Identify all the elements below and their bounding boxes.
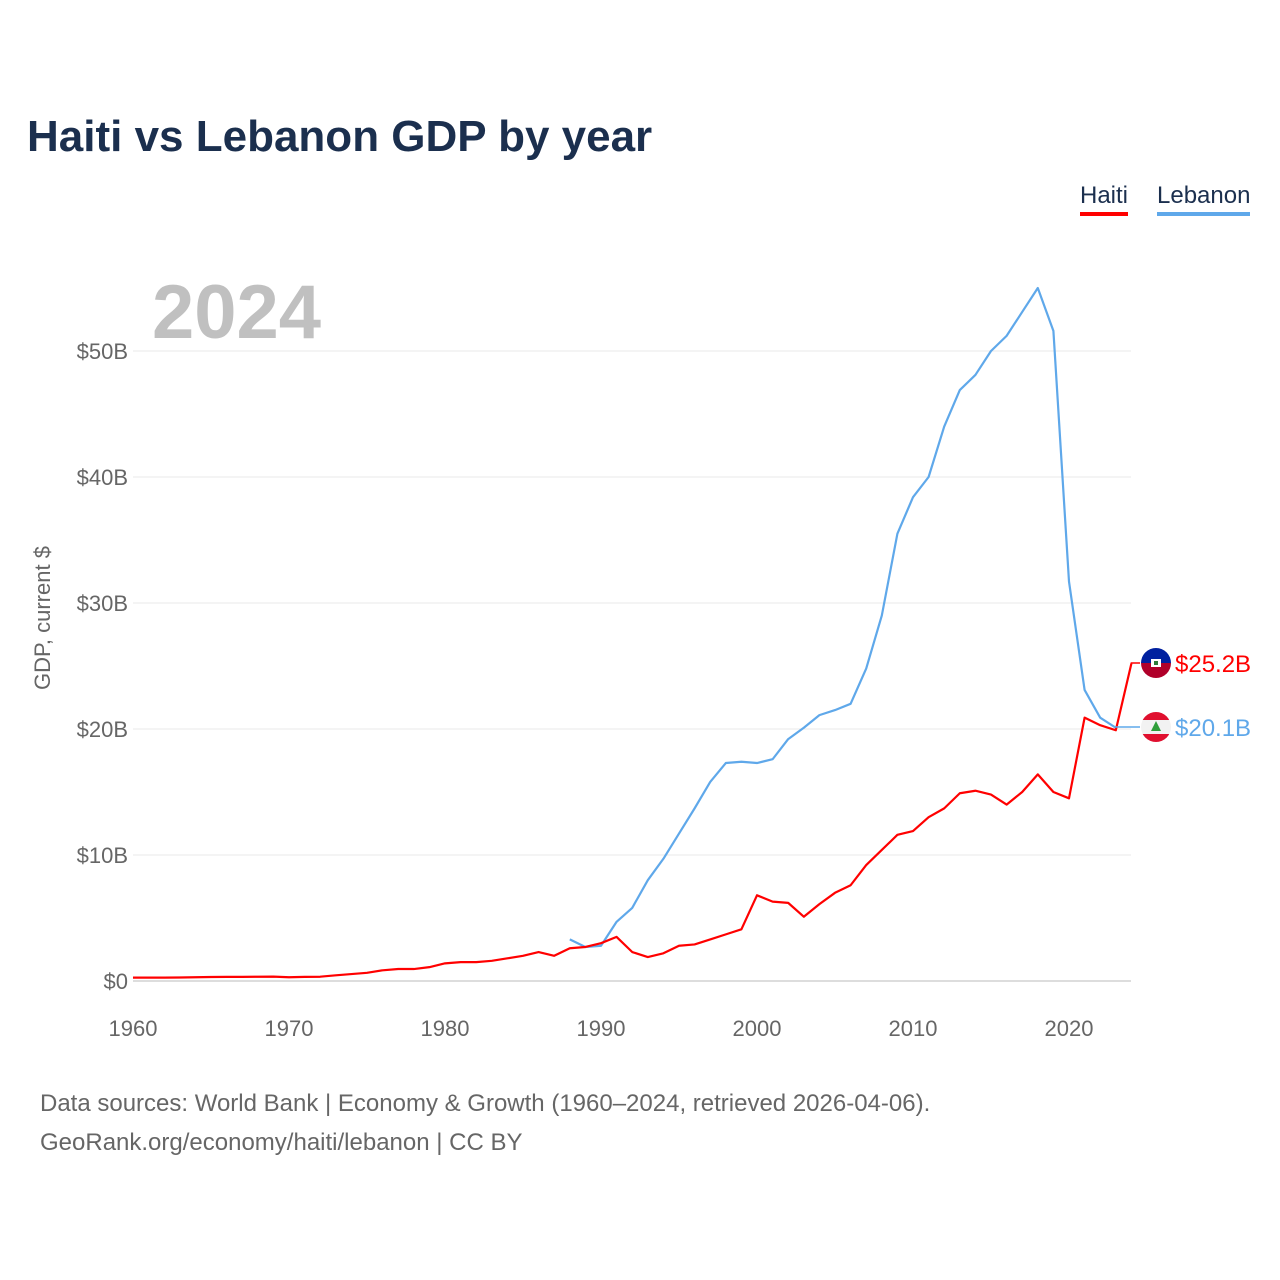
chart-title: Haiti vs Lebanon GDP by year xyxy=(27,112,653,161)
legend-item-lebanon[interactable]: Lebanon xyxy=(1157,182,1251,216)
series-line-lebanon xyxy=(569,286,1117,949)
source-link[interactable]: GeoRank.org/economy/haiti/lebanon | CC B… xyxy=(40,1129,523,1156)
lebanon-flag-icon xyxy=(1141,712,1171,742)
x-tick-label: 1960 xyxy=(109,1016,158,1041)
y-tick-label: $30B xyxy=(77,591,128,616)
series-line-haiti xyxy=(133,663,1133,979)
source-note: Data sources: World Bank | Economy & Gro… xyxy=(40,1084,930,1162)
x-tick-label: 1980 xyxy=(421,1016,470,1041)
end-value-label-haiti: $25.2B xyxy=(1175,651,1251,678)
end-connector xyxy=(1115,726,1140,728)
y-tick-label: $50B xyxy=(77,339,128,364)
y-axis-label: GDP, current $ xyxy=(30,546,55,690)
legend-item-haiti[interactable]: Haiti xyxy=(1080,182,1129,216)
x-tick-label: 1990 xyxy=(577,1016,626,1041)
haiti-flag-icon xyxy=(1141,648,1171,678)
y-tick-label: $0 xyxy=(104,969,128,994)
end-value-label-lebanon: $20.1B xyxy=(1175,715,1251,742)
y-tick-label: $40B xyxy=(77,465,128,490)
x-tick-label: 2020 xyxy=(1045,1016,1094,1041)
x-tick-label: 2010 xyxy=(889,1016,938,1041)
source-line-1: Data sources: World Bank | Economy & Gro… xyxy=(40,1090,931,1117)
x-tick-label: 1970 xyxy=(265,1016,314,1041)
y-tick-label: $20B xyxy=(77,717,128,742)
year-watermark: 2024 xyxy=(152,270,321,355)
y-tick-label: $10B xyxy=(77,843,128,868)
x-tick-label: 2000 xyxy=(733,1016,782,1041)
